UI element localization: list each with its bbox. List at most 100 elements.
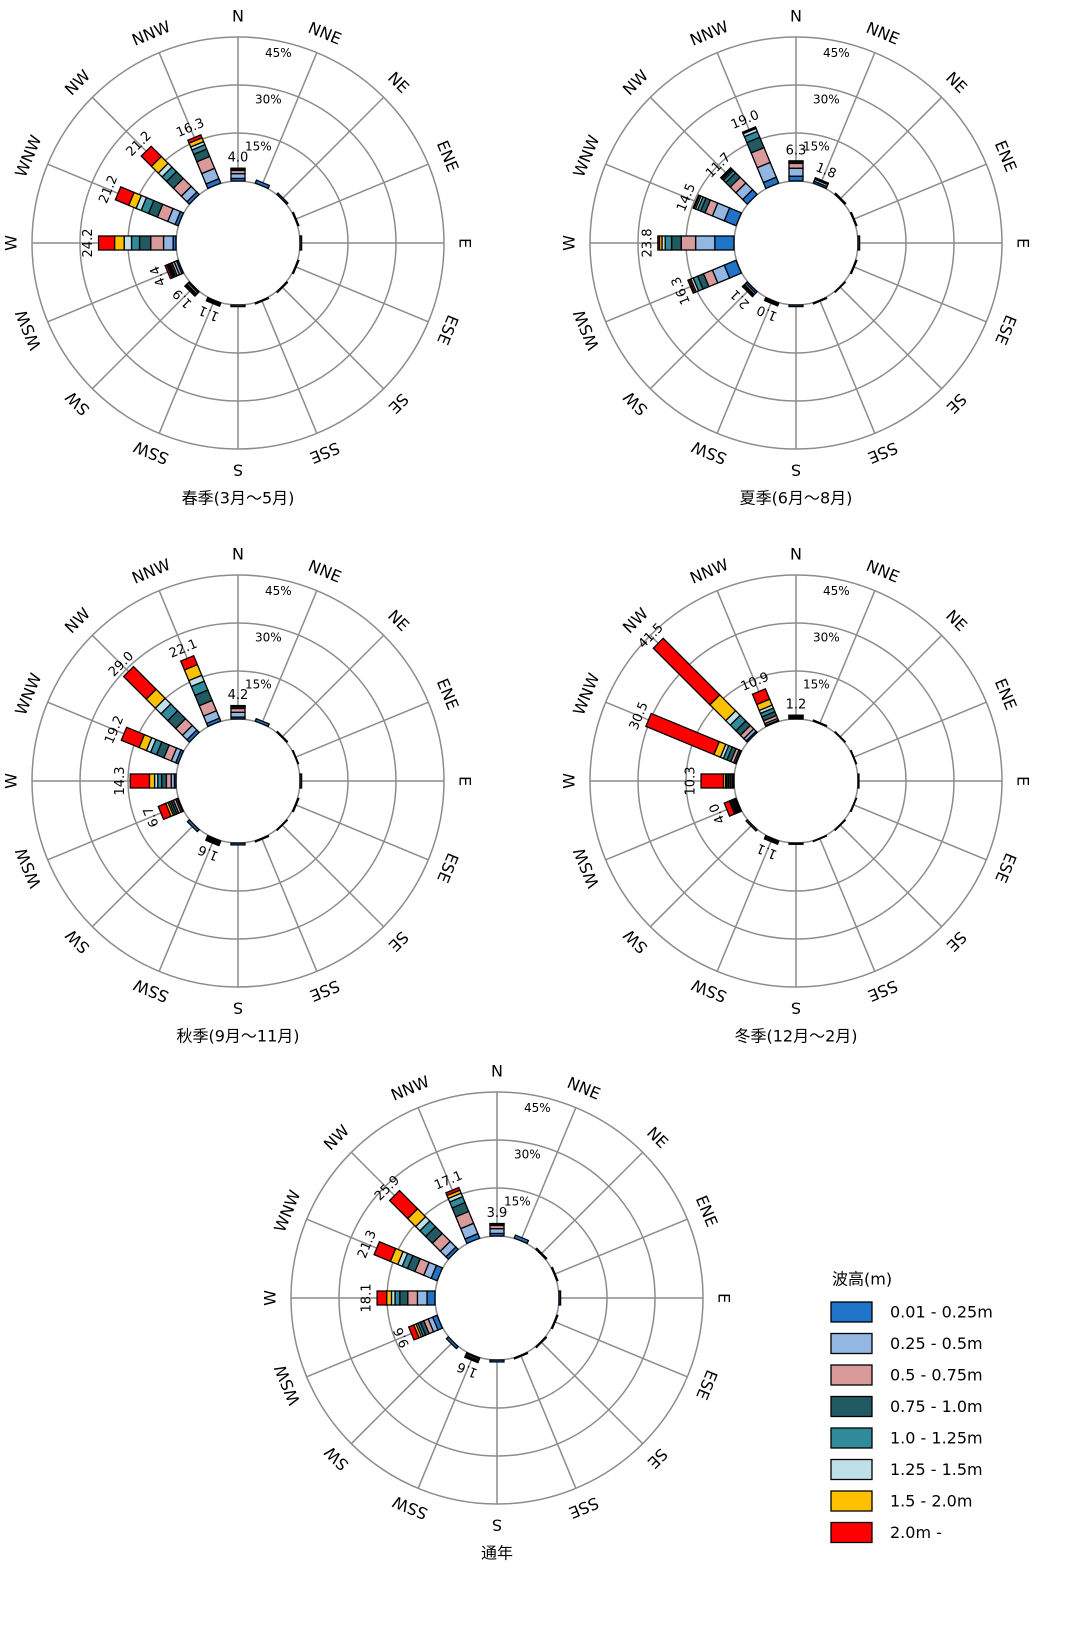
- legend-label: 1.5 - 2.0m: [890, 1492, 972, 1511]
- bar-segment: [417, 1291, 427, 1305]
- direction-label: N: [232, 7, 244, 26]
- spoke: [282, 97, 384, 199]
- total-label: 4.0: [228, 151, 249, 166]
- direction-bar: 9.6: [391, 1312, 443, 1350]
- bar-segment: [300, 774, 302, 788]
- total-label: 3.9: [487, 1206, 508, 1221]
- direction-label: S: [791, 461, 801, 480]
- bar-segment: [665, 236, 671, 250]
- bar-segment: [789, 305, 803, 307]
- direction-label: W: [560, 773, 579, 789]
- total-label: 24.2: [81, 229, 96, 258]
- legend-label: 0.01 - 0.25m: [890, 1303, 993, 1322]
- bar-segment: [149, 774, 154, 788]
- spoke: [840, 635, 942, 737]
- spoke: [541, 1152, 643, 1254]
- spoke: [650, 825, 752, 927]
- spoke: [295, 805, 428, 860]
- chart-title: 通年: [481, 1544, 513, 1563]
- direction-bar: 3.9: [487, 1206, 508, 1236]
- ring-label: 45%: [265, 46, 292, 60]
- direction-label: SSW: [689, 975, 730, 1006]
- direction-label: E: [456, 238, 475, 248]
- spoke: [820, 591, 875, 724]
- legend-label: 2.0m -: [890, 1523, 942, 1542]
- direction-label: ESE: [433, 312, 462, 347]
- direction-label: ENE: [991, 138, 1021, 175]
- direction-label: S: [791, 999, 801, 1018]
- direction-label: NNE: [306, 18, 345, 49]
- direction-bar: 10.3: [684, 767, 734, 796]
- direction-label: NW: [320, 1121, 353, 1154]
- legend-swatch: [831, 1365, 872, 1385]
- bar-segment: [377, 1291, 387, 1305]
- direction-label: NNW: [129, 555, 173, 588]
- direction-label: ESE: [991, 850, 1020, 885]
- direction-label: NNE: [864, 556, 903, 587]
- direction-label: NNW: [687, 555, 731, 588]
- legend-label: 1.0 - 1.25m: [890, 1429, 983, 1448]
- direction-label: SW: [619, 387, 651, 419]
- chart-title: 春季(3月～5月): [182, 489, 295, 508]
- direction-label: NNE: [864, 18, 903, 49]
- total-label: 1.2: [786, 698, 807, 713]
- spoke: [262, 838, 317, 971]
- direction-label: S: [492, 1516, 502, 1535]
- bar-segment: [427, 1291, 435, 1305]
- spoke: [840, 97, 942, 199]
- bar-segment: [115, 236, 125, 250]
- total-label: 18.1: [360, 1284, 375, 1313]
- legend-label: 0.75 - 1.0m: [890, 1397, 983, 1416]
- direction-label: E: [715, 1293, 734, 1303]
- spoke: [262, 300, 317, 433]
- direction-label: NE: [942, 68, 971, 97]
- direction-label: SW: [61, 925, 93, 957]
- ring-label: 30%: [255, 93, 282, 107]
- direction-label: E: [456, 776, 475, 786]
- direction-bar: [300, 774, 302, 788]
- direction-label: SE: [943, 928, 971, 956]
- ring-label: 30%: [255, 631, 282, 645]
- direction-label: NE: [643, 1123, 672, 1152]
- direction-label: SSW: [131, 975, 172, 1006]
- rose: 15%30%45%NNNENEENEEESESESSESSSWSWWSWWWNW…: [560, 7, 1033, 480]
- rose: 15%30%45%NNNENEENEEESESESSESSSWSWWSWWWNW…: [261, 1062, 734, 1535]
- bar-segment: [99, 236, 115, 250]
- legend-label: 1.25 - 1.5m: [890, 1460, 983, 1479]
- spoke: [853, 267, 986, 322]
- spoke: [262, 591, 317, 724]
- direction-label: WNW: [11, 670, 45, 718]
- direction-label: NW: [61, 604, 94, 637]
- spoke: [554, 1322, 687, 1377]
- bar-segment: [166, 774, 171, 788]
- bar-segment: [696, 236, 715, 250]
- ring-label: 15%: [803, 678, 830, 692]
- chart-title: 冬季(12月～2月): [734, 1027, 857, 1046]
- spoke: [295, 702, 428, 757]
- bar-segment: [400, 1291, 408, 1305]
- bar-segment: [701, 774, 723, 788]
- ring-label: 15%: [245, 140, 272, 154]
- spoke: [92, 825, 194, 927]
- direction-label: N: [790, 545, 802, 564]
- spoke: [262, 53, 317, 186]
- bar-segment: [162, 774, 167, 788]
- spoke: [853, 805, 986, 860]
- spoke: [853, 164, 986, 219]
- total-label: 10.3: [684, 767, 699, 796]
- direction-bar: 18.1: [360, 1284, 435, 1313]
- direction-label: W: [261, 1290, 280, 1306]
- legend-swatch: [831, 1397, 872, 1417]
- direction-bar: [789, 305, 803, 307]
- direction-label: N: [491, 1062, 503, 1081]
- ring-label: 45%: [524, 1101, 551, 1115]
- chart-title: 秋季(9月～11月): [176, 1027, 299, 1046]
- direction-label: E: [1014, 238, 1033, 248]
- ring-label: 15%: [803, 140, 830, 154]
- bar-segment: [490, 1229, 504, 1234]
- ring-label: 45%: [823, 46, 850, 60]
- direction-bar: 6.7: [141, 795, 185, 829]
- spoke: [282, 825, 384, 927]
- bar-segment: [672, 236, 682, 250]
